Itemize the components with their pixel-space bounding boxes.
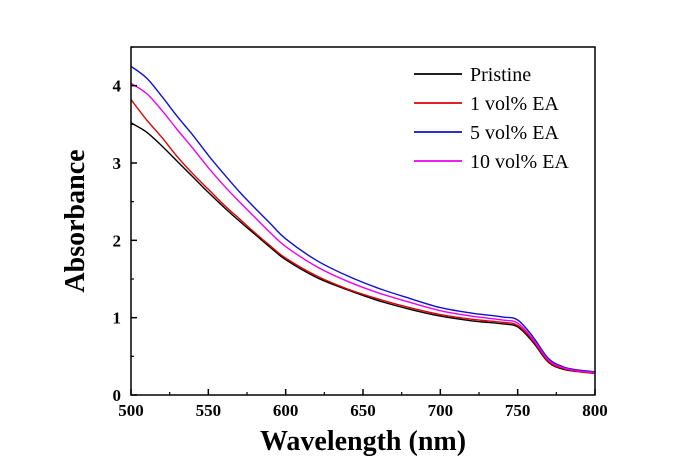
- x-tick-label: 600: [273, 401, 299, 420]
- series-line-3: [130, 65, 596, 373]
- legend-label: 10 vol% EA: [470, 151, 569, 173]
- x-tick-label: 550: [196, 401, 222, 420]
- y-tick-label: 3: [113, 154, 122, 173]
- legend-label: 5 vol% EA: [470, 122, 559, 144]
- x-tick-label: 650: [350, 401, 376, 420]
- x-tick-label: 800: [582, 401, 608, 420]
- series-layer: [130, 65, 596, 375]
- x-tick-label: 750: [505, 401, 531, 420]
- x-axis-title: Wavelength (nm): [260, 426, 466, 457]
- x-tick-label: 700: [428, 401, 454, 420]
- legend-label: 1 vol% EA: [470, 93, 559, 115]
- x-tick-label: 500: [118, 401, 144, 420]
- y-axis-title: Absorbance: [60, 149, 91, 292]
- legend-label: Pristine: [470, 64, 531, 86]
- y-tick-label: 0: [113, 386, 122, 405]
- y-tick-label: 4: [113, 77, 122, 96]
- legend: Pristine 1 vol% EA 5 vol% EA 10 vol% EA: [414, 64, 569, 173]
- series-line-2: [130, 99, 596, 375]
- series-line-4: [130, 82, 596, 374]
- y-tick-label: 2: [113, 231, 122, 250]
- series-line-1: [130, 122, 596, 375]
- y-tick-label: 1: [113, 309, 122, 328]
- ticks-layer: 500 550 600 650 700 750 800 0 1 2 3 4: [113, 46, 608, 420]
